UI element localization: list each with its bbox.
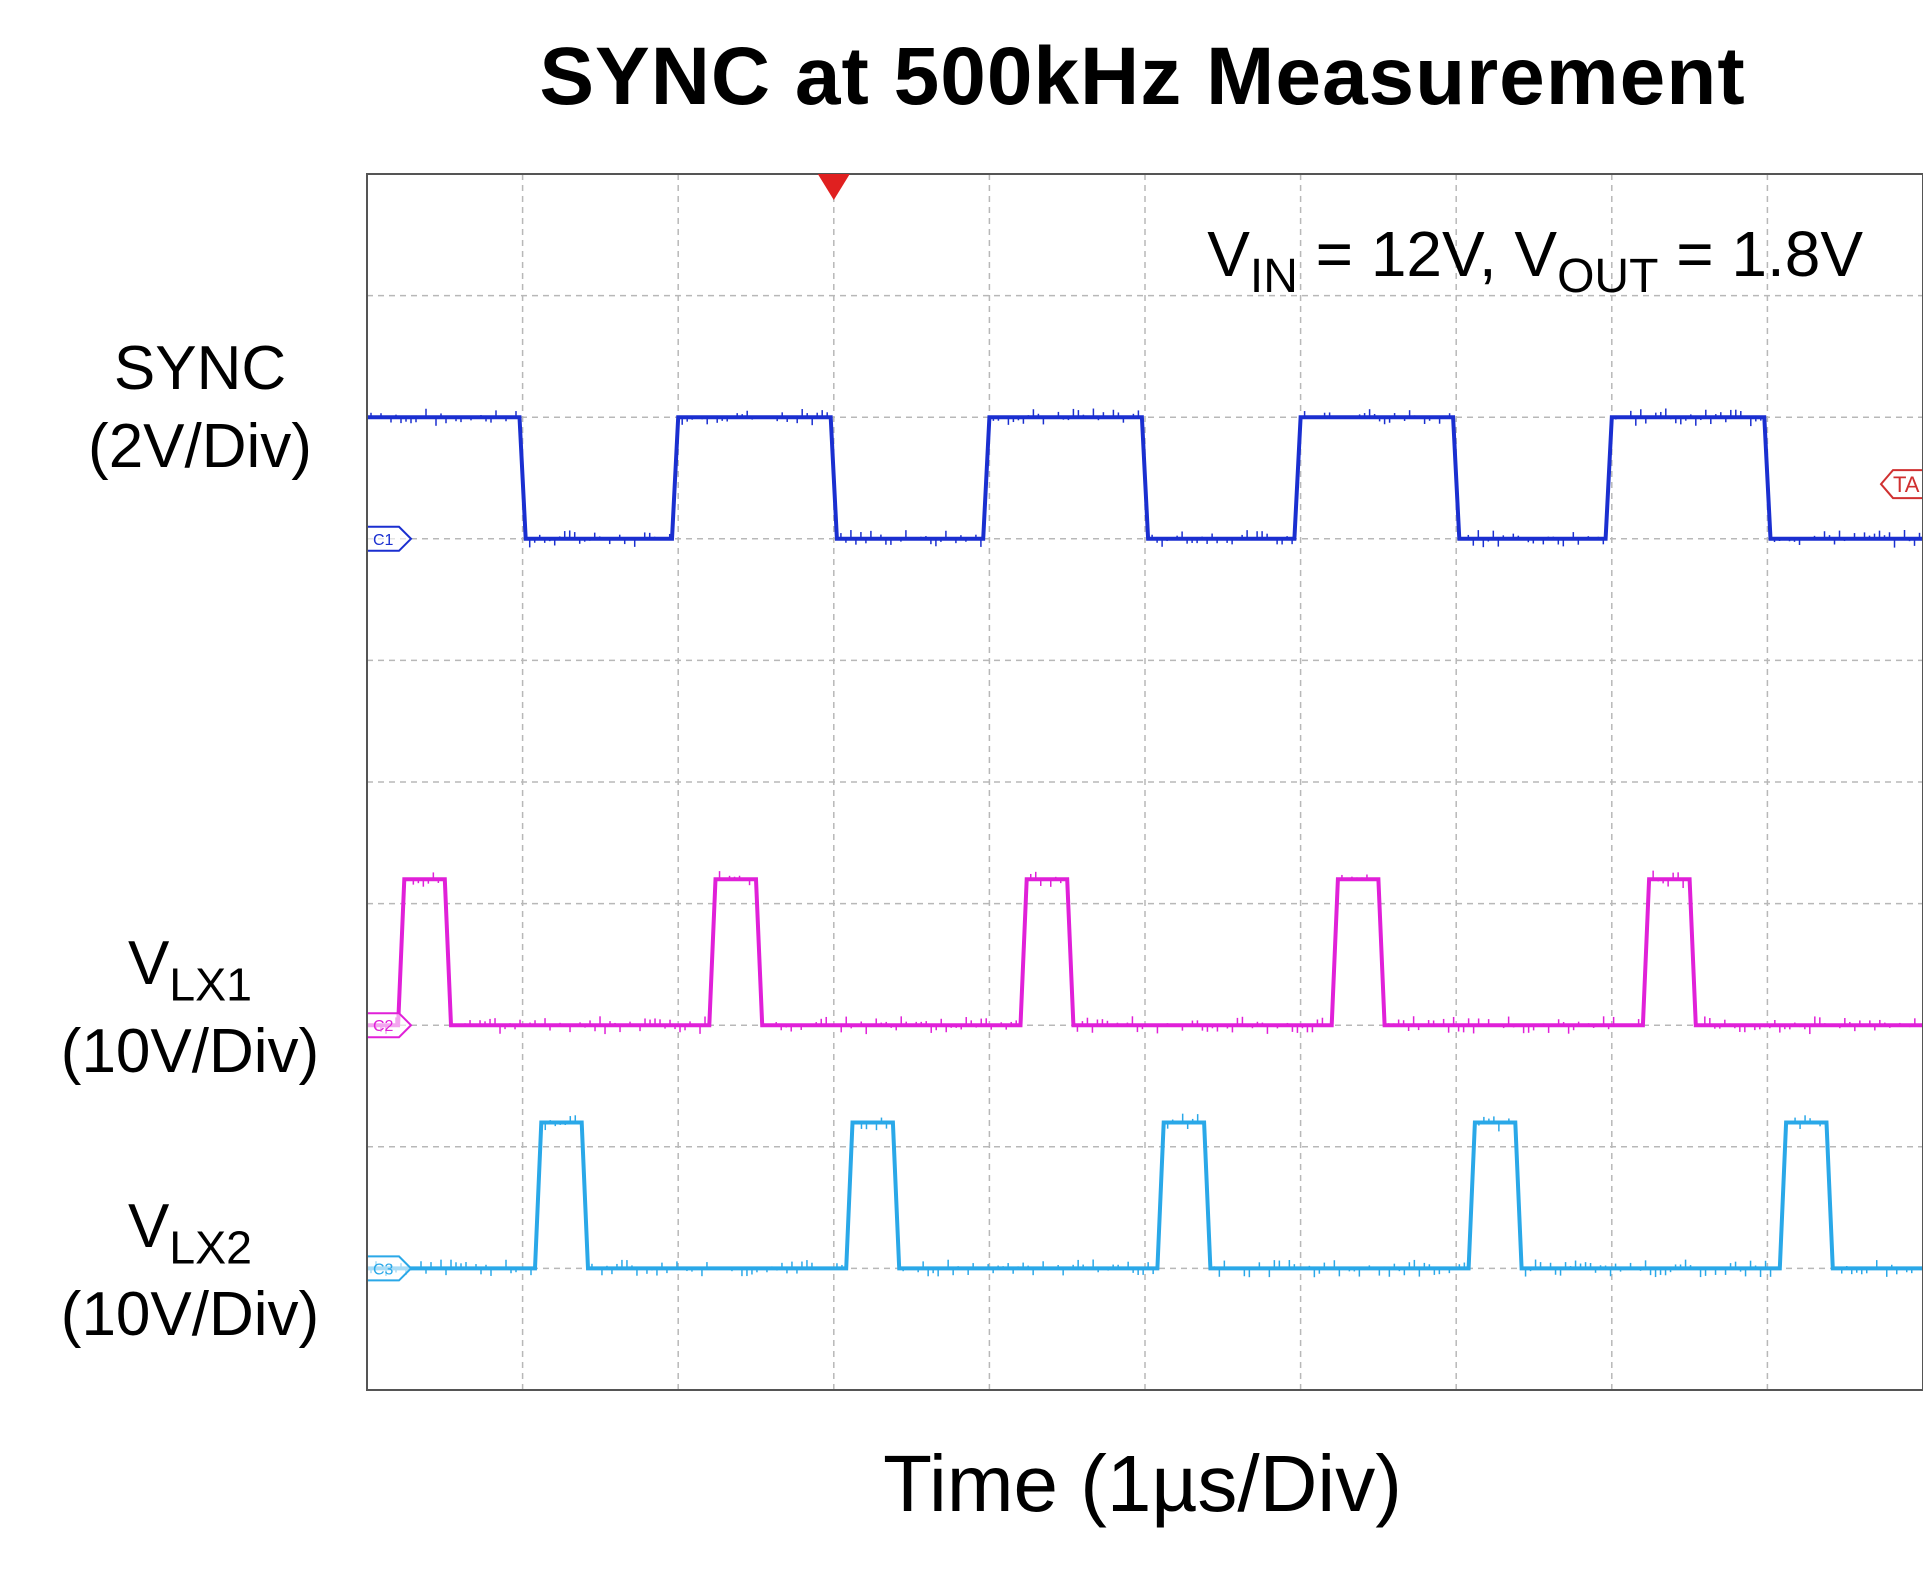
plot-frame	[366, 173, 1923, 1391]
vlx2-channel-label: VLX2 (10V/Div)	[40, 1188, 340, 1354]
vlx1-label-scale: (10V/Div)	[60, 1017, 320, 1087]
channel-marker-vlx2: C3	[366, 1255, 413, 1282]
vlx1-label-symbol: V	[127, 929, 170, 998]
trigger-level-marker: TA	[1879, 469, 1923, 500]
vin-subscript: IN	[1250, 250, 1298, 303]
svg-text:C3: C3	[373, 1261, 394, 1278]
vout-symbol: V	[1514, 218, 1557, 290]
sync-label-name: SYNC	[113, 334, 287, 403]
chart-title: SYNC at 500kHz Measurement	[539, 31, 1746, 122]
vlx1-label-subscript: LX1	[169, 958, 253, 1011]
vlx1-channel-label: VLX1 (10V/Div)	[40, 925, 340, 1091]
waveform-traces	[367, 408, 1923, 1278]
trace-vlx1	[367, 877, 1923, 1028]
trace-noise-sync	[370, 408, 1921, 548]
vlx2-label-subscript: LX2	[169, 1221, 253, 1274]
vlx2-label-scale: (10V/Div)	[60, 1280, 320, 1350]
vlx2-label-symbol: V	[127, 1192, 170, 1261]
trace-noise-vlx2	[370, 1113, 1918, 1278]
svg-text:C1: C1	[373, 532, 394, 549]
channel-marker-vlx1: C2	[366, 1012, 413, 1039]
sync-channel-label: SYNC (2V/Div)	[60, 330, 340, 485]
trace-vlx2	[367, 1120, 1923, 1271]
trace-sync	[367, 415, 1923, 541]
vin-symbol: V	[1207, 218, 1250, 290]
trace-noise-vlx1	[370, 870, 1921, 1035]
vout-value: = 1.8V	[1658, 218, 1863, 290]
svg-text:TA: TA	[1893, 472, 1920, 497]
svg-text:C2: C2	[373, 1018, 394, 1035]
x-axis-label: Time (1µs/Div)	[883, 1439, 1402, 1528]
vout-subscript: OUT	[1557, 250, 1658, 303]
channel-markers: C1 C2 C3 TA	[366, 469, 1923, 1282]
sync-label-scale: (2V/Div)	[88, 411, 312, 481]
channel-marker-sync: C1	[366, 525, 413, 552]
operating-condition-annotation: VIN = 12V, VOUT = 1.8V	[1207, 218, 1863, 303]
vin-value: = 12V,	[1298, 218, 1515, 290]
plot-grid	[367, 174, 1923, 1390]
trigger-position-arrow	[817, 174, 850, 200]
